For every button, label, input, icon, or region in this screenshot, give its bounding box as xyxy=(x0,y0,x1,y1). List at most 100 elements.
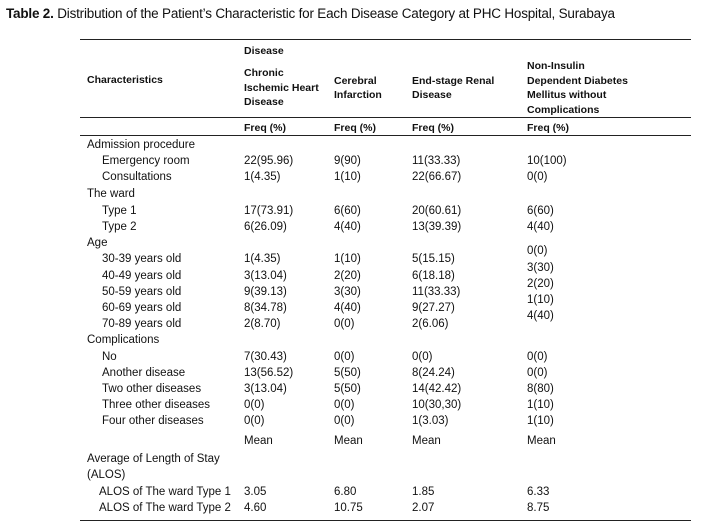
cell: 17(73.91) xyxy=(244,204,294,217)
cell: 11(33.33) xyxy=(412,285,461,298)
header-disease: Disease xyxy=(244,45,284,57)
cell: 8(24.24) xyxy=(412,366,455,379)
column-header: Chronic Ischemic Heart Disease xyxy=(244,58,319,118)
cell: 6.80 xyxy=(334,485,357,498)
cell: 9(39.13) xyxy=(244,285,287,298)
column-header-line: Mellitus without xyxy=(527,89,607,101)
mean-label: Mean xyxy=(334,435,363,448)
cell: 2(6.06) xyxy=(412,318,449,331)
group-heading: Average of Length of Stay xyxy=(87,453,220,466)
cell: 6.33 xyxy=(527,485,550,498)
column-header-line: Infarction xyxy=(334,89,382,101)
cell: 4(40) xyxy=(334,302,361,314)
cell: 1(4.35) xyxy=(244,171,281,184)
cell: 10(30,30) xyxy=(412,399,462,412)
cell: 1(10) xyxy=(527,294,554,306)
cell: 1(10) xyxy=(334,171,361,184)
row-label: Four other diseases xyxy=(102,415,204,428)
cell: 2(20) xyxy=(527,277,554,290)
column-header-line: End-stage Renal xyxy=(412,74,495,87)
row-label: 70-89 years old xyxy=(102,318,182,331)
cell: 5(15.15) xyxy=(412,253,455,266)
cell: 1(3.03) xyxy=(412,415,449,428)
column-header-line: Complications xyxy=(527,103,600,116)
row-label: Type 2 xyxy=(102,221,137,233)
cell: 0(0) xyxy=(527,366,548,379)
column-header: End-stage Renal Disease xyxy=(412,58,494,118)
freq-label: Freq (%) xyxy=(412,122,454,134)
cell: 0(0) xyxy=(334,415,355,428)
cell: 0(0) xyxy=(244,399,265,412)
cell: 22(66.67) xyxy=(412,171,462,184)
cell: 1(10) xyxy=(527,399,554,412)
cell: 1(10) xyxy=(334,253,361,266)
cell: 14(42.42) xyxy=(412,383,462,395)
cell: 3(30) xyxy=(527,261,554,274)
table-caption: Distribution of the Patient’s Characteri… xyxy=(57,6,615,21)
freq-rule xyxy=(80,135,691,136)
cell: 0(0) xyxy=(244,415,265,428)
row-label: Consultations xyxy=(102,171,172,184)
cell: 3(13.04) xyxy=(244,383,287,395)
row-label: Two other diseases xyxy=(102,383,202,395)
row-label: 50-59 years old xyxy=(102,285,182,298)
row-label: No xyxy=(102,350,117,363)
bottom-rule xyxy=(80,520,691,521)
column-header-line: Dependent Diabetes xyxy=(527,74,628,87)
cell: 5(50) xyxy=(334,383,361,395)
group-heading: Complications xyxy=(87,334,160,347)
column-header-line: Cerebral xyxy=(334,74,377,87)
cell: 4(40) xyxy=(334,221,361,233)
cell: 1(10) xyxy=(527,415,554,428)
row-label: ALOS of The ward Type 2 xyxy=(99,501,231,514)
row-label: 30-39 years old xyxy=(102,253,182,266)
row-label: 60-69 years old xyxy=(102,302,182,314)
cell: 10(100) xyxy=(527,155,567,168)
group-heading: The ward xyxy=(87,187,135,200)
cell: 0(0) xyxy=(334,399,355,412)
freq-label: Freq (%) xyxy=(527,122,569,134)
mean-label: Mean xyxy=(412,435,441,448)
cell: 3.05 xyxy=(244,485,267,498)
row-label: Another disease xyxy=(102,366,186,379)
cell: 5(50) xyxy=(334,366,361,379)
cell: 8(34.78) xyxy=(244,302,287,314)
freq-label: Freq (%) xyxy=(244,122,286,134)
cell: 20(60.61) xyxy=(412,204,462,217)
column-header-line: Disease xyxy=(412,89,452,101)
cell: 0(0) xyxy=(527,171,548,184)
cell: 1(4.35) xyxy=(244,253,281,266)
column-header-line: Non-Insulin xyxy=(527,60,585,72)
cell: 6(60) xyxy=(527,204,554,217)
column-header-line: Disease xyxy=(244,96,284,109)
cell: 6(18.18) xyxy=(412,269,455,282)
freq-label: Freq (%) xyxy=(334,122,376,134)
cell: 1.85 xyxy=(412,485,435,498)
column-header: Cerebral Infarction xyxy=(334,58,382,118)
cell: 9(27.27) xyxy=(412,302,455,314)
cell: 2(8.70) xyxy=(244,318,281,331)
cell: 10.75 xyxy=(334,501,363,514)
row-label: ALOS of The ward Type 1 xyxy=(99,485,231,498)
column-header: Non-Insulin Dependent Diabetes Mellitus wi… xyxy=(527,58,628,118)
header-rule xyxy=(80,117,691,118)
group-heading: (ALOS) xyxy=(87,469,126,482)
mean-label: Mean xyxy=(244,435,273,448)
column-header-line: Ischemic Heart xyxy=(244,81,319,94)
header-characteristics: Characteristics xyxy=(87,74,163,86)
cell: 6(26.09) xyxy=(244,221,287,233)
cell: 0(0) xyxy=(527,245,548,258)
cell: 22(95.96) xyxy=(244,155,294,168)
table-label: Table 2. xyxy=(6,6,54,21)
mean-label: Mean xyxy=(527,435,556,448)
cell: 4.60 xyxy=(244,501,267,514)
group-heading: Admission procedure xyxy=(87,139,196,151)
column-header-line: Chronic xyxy=(244,67,284,80)
cell: 8.75 xyxy=(527,501,550,514)
table-title: Table 2. Distribution of the Patient’s C… xyxy=(6,6,615,21)
cell: 0(0) xyxy=(412,350,433,363)
cell: 3(30) xyxy=(334,285,361,298)
row-label: 40-49 years old xyxy=(102,269,182,282)
cell: 0(0) xyxy=(334,318,355,331)
